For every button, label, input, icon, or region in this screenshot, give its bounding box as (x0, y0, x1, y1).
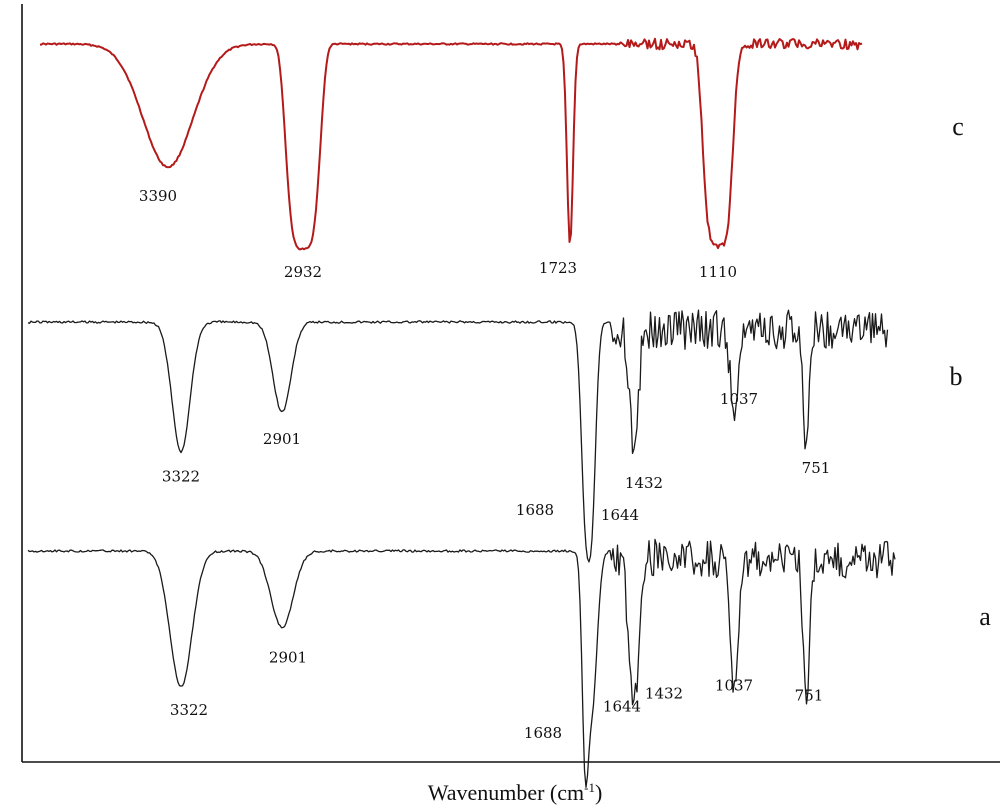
series-label-b: b (950, 362, 963, 391)
x-axis-title: Wavenumber (cm-1) (428, 780, 603, 805)
x-axis-title-sup: -1 (584, 780, 595, 795)
peak-label-c-1110: 1110 (699, 263, 737, 281)
peak-label-a-3322: 3322 (170, 701, 208, 719)
peak-label-b-1037: 1037 (720, 390, 758, 408)
peak-label-a-1688: 1688 (524, 724, 562, 742)
series-labels: c b a (950, 112, 992, 631)
peak-label-c-1723: 1723 (539, 259, 577, 277)
peak-label-b-1688: 1688 (516, 501, 554, 519)
peak-label-b-751: 751 (802, 459, 831, 477)
peak-label-b-3322: 3322 (162, 468, 200, 486)
peak-label-a-751: 751 (795, 687, 824, 705)
x-axis-title-close: ) (595, 780, 602, 805)
axes (21, 4, 1000, 763)
series-label-c: c (952, 112, 964, 141)
spectrum-line-c (40, 37, 863, 251)
peak-label-b-2901: 2901 (263, 430, 301, 448)
peak-label-a-1644: 1644 (603, 697, 641, 715)
spectrum-line-b (27, 309, 889, 563)
peak-label-b-1644: 1644 (601, 506, 639, 524)
peak-label-a-1037: 1037 (715, 676, 753, 694)
series-label-a: a (979, 602, 991, 631)
peak-label-a-2901: 2901 (269, 649, 307, 667)
peak-label-a-1432: 1432 (645, 685, 683, 703)
peak-label-c-3390: 3390 (139, 187, 177, 205)
peak-label-b-1432: 1432 (625, 474, 663, 492)
spectrum-line-a (27, 538, 896, 788)
spectrum-curves (27, 37, 896, 788)
x-axis-title-main: Wavenumber (cm (428, 780, 584, 805)
peak-label-c-2932: 2932 (284, 263, 322, 281)
